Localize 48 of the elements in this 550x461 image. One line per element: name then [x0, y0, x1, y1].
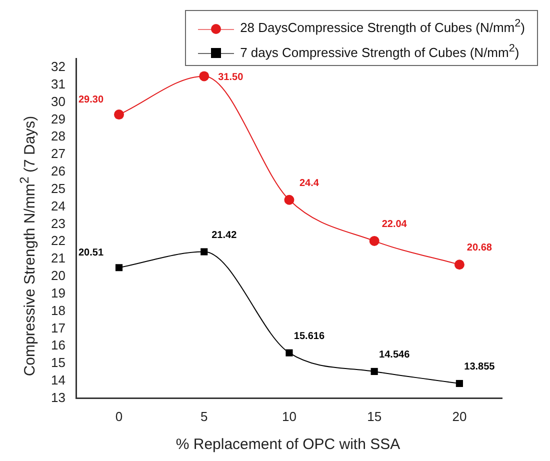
data-label: 21.42 — [212, 230, 238, 241]
point — [114, 110, 124, 120]
y-tick-label: 25 — [50, 180, 66, 196]
y-tick-label: 17 — [50, 320, 66, 336]
x-tick-label: 5 — [200, 408, 208, 424]
y-tick-label: 24 — [50, 198, 66, 214]
y-tick-label: 31 — [50, 76, 66, 92]
data-label: 24.4 — [299, 178, 320, 189]
data-label: 29.30 — [78, 94, 104, 106]
y-tick-label: 32 — [50, 59, 66, 74]
y-tick-label: 23 — [50, 216, 66, 231]
data-label: 31.50 — [218, 72, 244, 84]
point — [454, 260, 464, 270]
data-label: 14.546 — [379, 349, 410, 360]
data-label: 13.855 — [464, 362, 496, 373]
point — [369, 236, 380, 246]
y-tick-label: 13 — [50, 390, 66, 405]
x-axis-title: % Replacement of OPC with SSA — [174, 436, 402, 453]
y-tick-label: 30 — [50, 94, 66, 109]
y-tick-label: 22 — [50, 233, 66, 248]
point — [284, 194, 294, 205]
data-label: 22.04 — [382, 218, 408, 230]
legend-label: 28 DaysCompressice Strength of Cubes (N/mm$^{2}$) — [240, 18, 525, 36]
point — [115, 264, 123, 272]
y-tick-label: 16 — [50, 338, 66, 353]
y-tick-label: 19 — [50, 285, 66, 300]
data-label: 15.616 — [294, 330, 325, 342]
legend-label: 7 days Compressive Strength of Cubes (N/mm$^{2}$) — [240, 42, 520, 60]
y-tick-label: 26 — [50, 164, 66, 179]
y-tick-label: 29 — [50, 111, 66, 126]
point — [286, 349, 293, 356]
y-tick-label: 18 — [50, 302, 66, 318]
x-tick-label: 0 — [115, 408, 123, 424]
y-tick-label: 27 — [50, 146, 66, 162]
y-tick-label: 20 — [50, 268, 66, 284]
point — [199, 71, 210, 82]
y-tick-label: 15 — [50, 355, 66, 370]
y-tick-label: 14 — [50, 372, 66, 388]
point — [370, 368, 378, 376]
data-label: 20.51 — [78, 248, 104, 259]
point — [200, 248, 208, 256]
data-label: 20.68 — [466, 242, 492, 254]
x-tick-label: 20 — [452, 408, 467, 424]
x-tick-label: 15 — [367, 408, 382, 424]
x-tick-label: 10 — [282, 408, 296, 424]
y-tick-label: 21 — [50, 250, 66, 266]
y-tick-label: 28 — [50, 128, 66, 144]
point — [456, 380, 463, 388]
